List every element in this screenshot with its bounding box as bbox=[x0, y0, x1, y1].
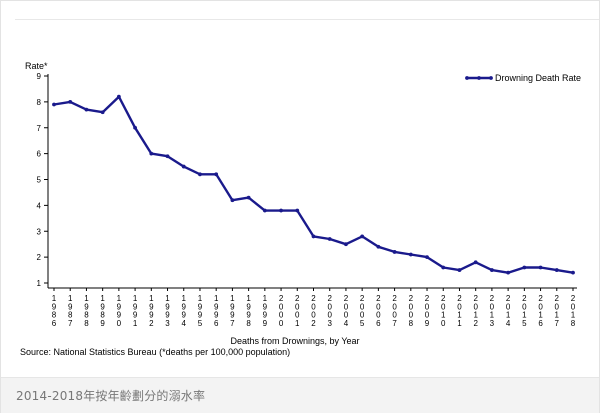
data-point bbox=[506, 270, 511, 275]
data-point bbox=[214, 172, 219, 177]
data-point bbox=[392, 250, 397, 254]
data-point bbox=[181, 164, 186, 169]
data-point bbox=[327, 237, 332, 241]
data-point bbox=[344, 242, 348, 247]
data-point bbox=[246, 195, 251, 200]
chart-source-note: Source: National Statistics Bureau (*dea… bbox=[20, 347, 290, 357]
data-point bbox=[490, 268, 494, 272]
data-point bbox=[52, 102, 56, 107]
data-point bbox=[84, 107, 89, 112]
data-point bbox=[279, 208, 283, 213]
data-point bbox=[522, 265, 527, 270]
legend-marker bbox=[489, 76, 493, 80]
data-point bbox=[457, 268, 462, 272]
data-point bbox=[116, 94, 121, 99]
data-point bbox=[165, 154, 170, 159]
data-point bbox=[133, 125, 137, 130]
y-tick-label: 3 bbox=[37, 227, 42, 236]
data-point bbox=[68, 99, 73, 104]
data-point bbox=[198, 172, 202, 177]
data-point bbox=[230, 198, 235, 203]
data-point bbox=[425, 255, 429, 260]
data-point bbox=[262, 208, 267, 213]
y-tick-label: 8 bbox=[37, 98, 42, 107]
y-tick-label: 4 bbox=[37, 201, 42, 210]
y-tick-label: 6 bbox=[37, 150, 42, 159]
y-tick-label: 7 bbox=[37, 124, 42, 133]
data-point bbox=[441, 265, 446, 270]
data-point bbox=[473, 260, 478, 265]
figure-caption: 2014-2018年按年齡劃分的溺水率 bbox=[16, 389, 206, 403]
data-point bbox=[538, 265, 543, 270]
data-point bbox=[554, 268, 559, 272]
y-tick-label: 2 bbox=[37, 253, 42, 262]
data-point bbox=[295, 208, 300, 213]
legend-marker bbox=[465, 76, 469, 80]
y-tick-label: 5 bbox=[37, 176, 42, 185]
series-group bbox=[52, 94, 575, 275]
x-axis-ticks: 1 9 8 6 1 9 8 7 1 9 8 8 1 9 8 9 1 9 9 0 1 9 9 1 1 9 9 2 1 9 9 3 1 9 9 4 1 9 9 5… bbox=[52, 288, 576, 328]
chart-axes bbox=[47, 74, 577, 289]
series-line bbox=[53, 95, 574, 274]
data-point bbox=[360, 234, 365, 239]
data-point bbox=[100, 110, 105, 115]
y-axis-ticks: 1 2 3 4 5 6 7 8 9 bbox=[37, 72, 48, 288]
data-point bbox=[376, 244, 381, 249]
x-axis-label: Deaths from Drownings, by Year bbox=[230, 336, 359, 346]
legend: Drowning Death Rate bbox=[465, 73, 581, 83]
data-point bbox=[149, 151, 154, 156]
data-point bbox=[408, 252, 413, 257]
y-tick-label: 1 bbox=[37, 279, 42, 288]
y-tick-label: 9 bbox=[37, 72, 42, 81]
data-point bbox=[311, 234, 316, 239]
caption-bar: 2014-2018年按年齡劃分的溺水率 bbox=[1, 377, 599, 413]
y-axis-label: Rate* bbox=[25, 61, 48, 71]
legend-marker bbox=[477, 76, 481, 80]
legend-label: Drowning Death Rate bbox=[495, 73, 581, 83]
data-point bbox=[571, 270, 575, 275]
